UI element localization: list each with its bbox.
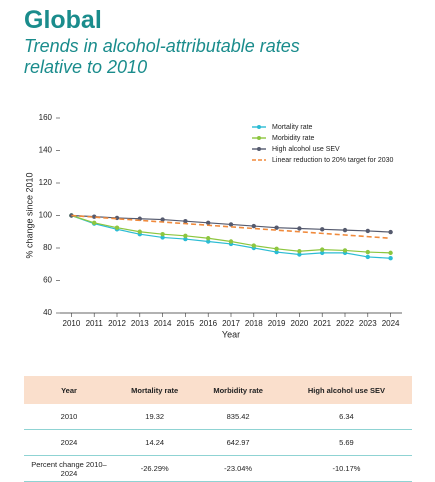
point: [388, 229, 393, 235]
header-cell: High alcohol use SEV: [280, 376, 412, 404]
y-tick-label: 140: [39, 146, 53, 155]
x-tick-label: 2017: [222, 319, 240, 328]
table-cell: -10.17%: [280, 455, 412, 482]
x-tick-label: 2013: [131, 319, 149, 328]
point: [228, 222, 234, 227]
x-axis-label: Year: [222, 329, 240, 339]
table-row: 2010 19.32 835.42 6.34: [24, 404, 412, 430]
y-tick-label: 80: [43, 243, 52, 252]
point: [183, 236, 188, 242]
summary-table: Year Mortality rate Morbidity rate High …: [24, 376, 412, 482]
point: [388, 256, 393, 261]
point: [206, 236, 211, 241]
table-cell: 2024: [24, 429, 114, 456]
point: [274, 246, 279, 252]
point: [297, 249, 302, 254]
point: [228, 239, 234, 244]
subtitle: Trends in alcohol-attributable rates rel…: [24, 36, 300, 77]
point: [137, 229, 142, 234]
point: [297, 226, 302, 231]
point: [114, 225, 120, 230]
header-cell: Year: [24, 376, 114, 404]
x-tick-label: 2015: [177, 319, 195, 328]
table-cell: -23.04%: [195, 455, 281, 482]
series-line: [71, 214, 391, 259]
series-line: [71, 214, 391, 240]
table-cell: 5.69: [280, 429, 412, 456]
x-tick-label: 2024: [382, 319, 400, 328]
point: [297, 252, 302, 257]
point: [274, 249, 279, 255]
table-cell: 6.34: [280, 404, 412, 430]
point: [92, 214, 97, 219]
x-tick-label: 2014: [154, 319, 172, 328]
point: [183, 218, 188, 224]
chart: 40 60 80 100 120 140 160 2010 2011 2012 2013 2014 20…: [24, 113, 402, 339]
point: [206, 239, 211, 244]
point: [365, 249, 370, 255]
point: [160, 217, 165, 222]
title: Global: [24, 6, 102, 34]
point: [365, 228, 370, 234]
point: [274, 225, 279, 230]
point: [320, 247, 325, 252]
x-tick-label: 2021: [313, 319, 331, 328]
x-tick-label: 2020: [291, 319, 309, 328]
point: [342, 248, 348, 253]
table-row: Percent change 2010–2024 -26.29% -23.04% -1…: [24, 455, 412, 482]
point: [320, 250, 325, 256]
legend-label: Morbidity rate: [272, 135, 315, 142]
legend-label: Linear reduction to 20% target for 2030: [272, 157, 394, 164]
table-cell: 835.42: [195, 404, 281, 430]
legend-marker: [257, 136, 261, 140]
x-tick-label: 2023: [359, 319, 377, 328]
x-tick-label: 2012: [108, 319, 126, 328]
x-tick-label: 2022: [336, 319, 354, 328]
point: [251, 243, 256, 248]
legend-label: High alcohol use SEV: [272, 146, 340, 153]
legend-marker: [257, 147, 261, 151]
table-cell: 642.97: [195, 429, 281, 456]
header-cell: Morbidity rate: [195, 376, 281, 404]
header-cell: Mortality rate: [114, 376, 196, 404]
x-tick-label: 2016: [199, 319, 217, 328]
series-line: [71, 214, 391, 254]
y-tick-label: 100: [39, 211, 53, 220]
point: [342, 227, 348, 233]
table-row: 2024 14.24 642.97 5.69: [24, 429, 412, 456]
y-tick-label: 60: [43, 276, 52, 285]
point: [160, 235, 165, 240]
y-tick-label: 120: [39, 178, 53, 187]
point: [160, 231, 165, 237]
table-cell: Percent change 2010–2024: [24, 455, 114, 482]
point: [206, 220, 211, 226]
point: [365, 254, 370, 260]
y-axis-label: % change since 2010: [24, 172, 34, 258]
y-tick-label: 160: [39, 113, 53, 122]
x-tick-label: 2010: [63, 319, 81, 328]
table-cell: 2010: [24, 404, 114, 430]
point: [320, 227, 325, 232]
table-cell: 14.24: [114, 429, 196, 456]
point: [183, 233, 188, 239]
y-tick-label: 40: [43, 308, 52, 317]
point: [388, 250, 393, 256]
x-tick-label: 2018: [245, 319, 263, 328]
x-tick-label: 2011: [86, 319, 104, 328]
table-cell: 19.32: [114, 404, 196, 430]
table-cell: -26.29%: [114, 455, 196, 482]
x-tick-label: 2019: [268, 319, 286, 328]
legend-marker: [257, 125, 261, 129]
legend-label: Mortality rate: [272, 124, 313, 131]
point: [92, 220, 97, 226]
point: [251, 223, 256, 229]
